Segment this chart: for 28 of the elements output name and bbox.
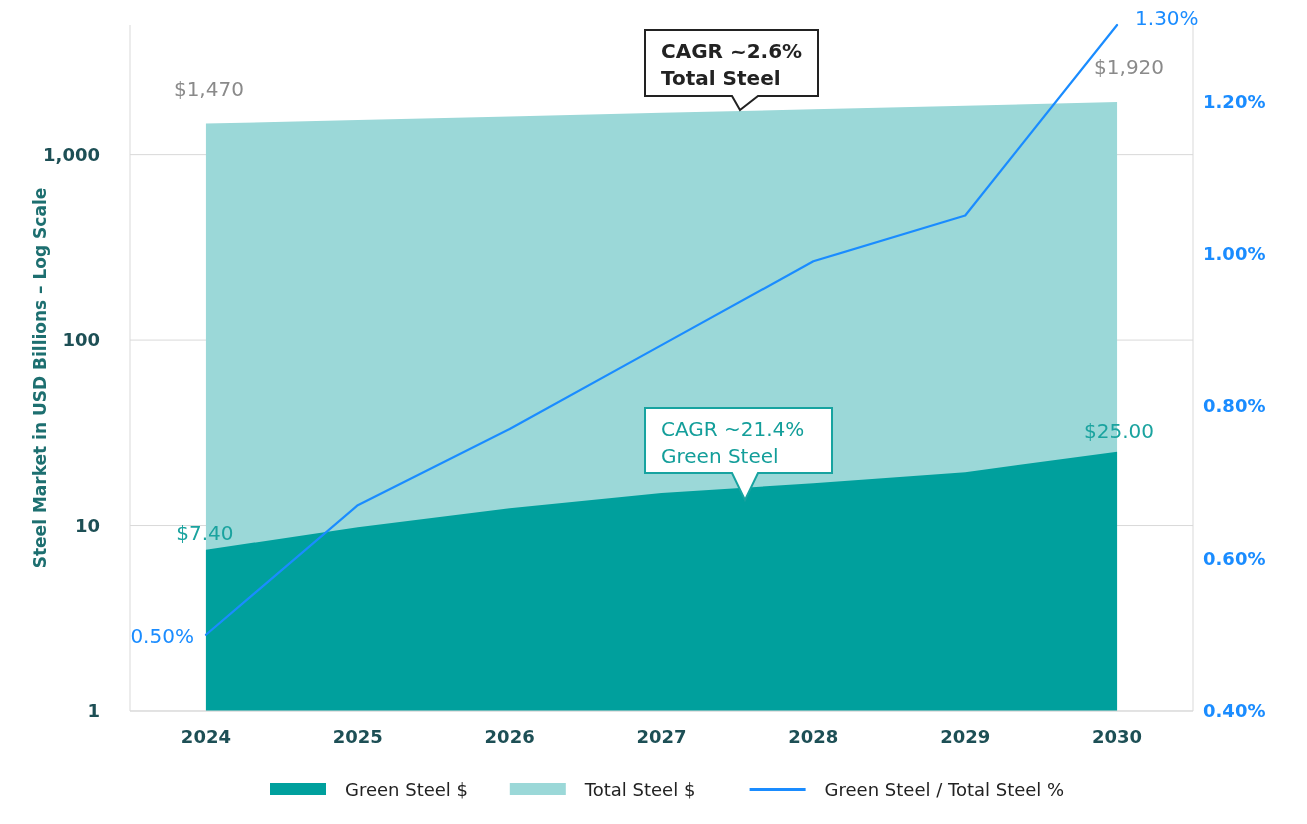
legend-label: Green Steel / Total Steel %: [824, 779, 1065, 800]
y-axis-title: Steel Market in USD Billions – Log Scale: [30, 187, 50, 569]
data-label: $25.00: [1084, 418, 1155, 443]
y2-tick-label: 0.60%: [1203, 547, 1266, 569]
data-label: $1,470: [173, 76, 244, 101]
y2-tick-label: 0.80%: [1203, 395, 1266, 417]
x-tick-label: 2028: [788, 726, 839, 747]
data-label: 1.30%: [1135, 6, 1199, 30]
y2-tick-label: 1.20%: [1203, 90, 1266, 112]
y-tick-label: 10: [74, 514, 100, 536]
legend-label: Total Steel $: [583, 779, 696, 800]
x-tick-label: 2024: [180, 726, 231, 747]
annotation: CAGR ~21.4% Green Steel: [661, 417, 805, 468]
legend-label: Green Steel $: [345, 779, 469, 800]
data-label: $1,920: [1094, 55, 1165, 80]
x-tick-label: 2026: [484, 726, 535, 747]
y2-tick-label: 1.00%: [1203, 242, 1266, 264]
y-tick-label: 1,000: [43, 143, 100, 165]
x-tick-label: 2030: [1092, 726, 1143, 747]
x-tick-label: 2029: [940, 726, 991, 747]
y2-tick-label: 0.40%: [1203, 700, 1266, 722]
x-tick-label: 2027: [636, 726, 687, 747]
y-tick-label: 100: [62, 329, 100, 351]
y-tick-label: 1: [87, 700, 100, 722]
x-tick-label: 2025: [332, 726, 383, 747]
annotation: CAGR ~2.6% Total Steel: [661, 39, 803, 90]
data-label: $7.40: [176, 520, 234, 545]
data-label: 0.50%: [130, 623, 194, 648]
